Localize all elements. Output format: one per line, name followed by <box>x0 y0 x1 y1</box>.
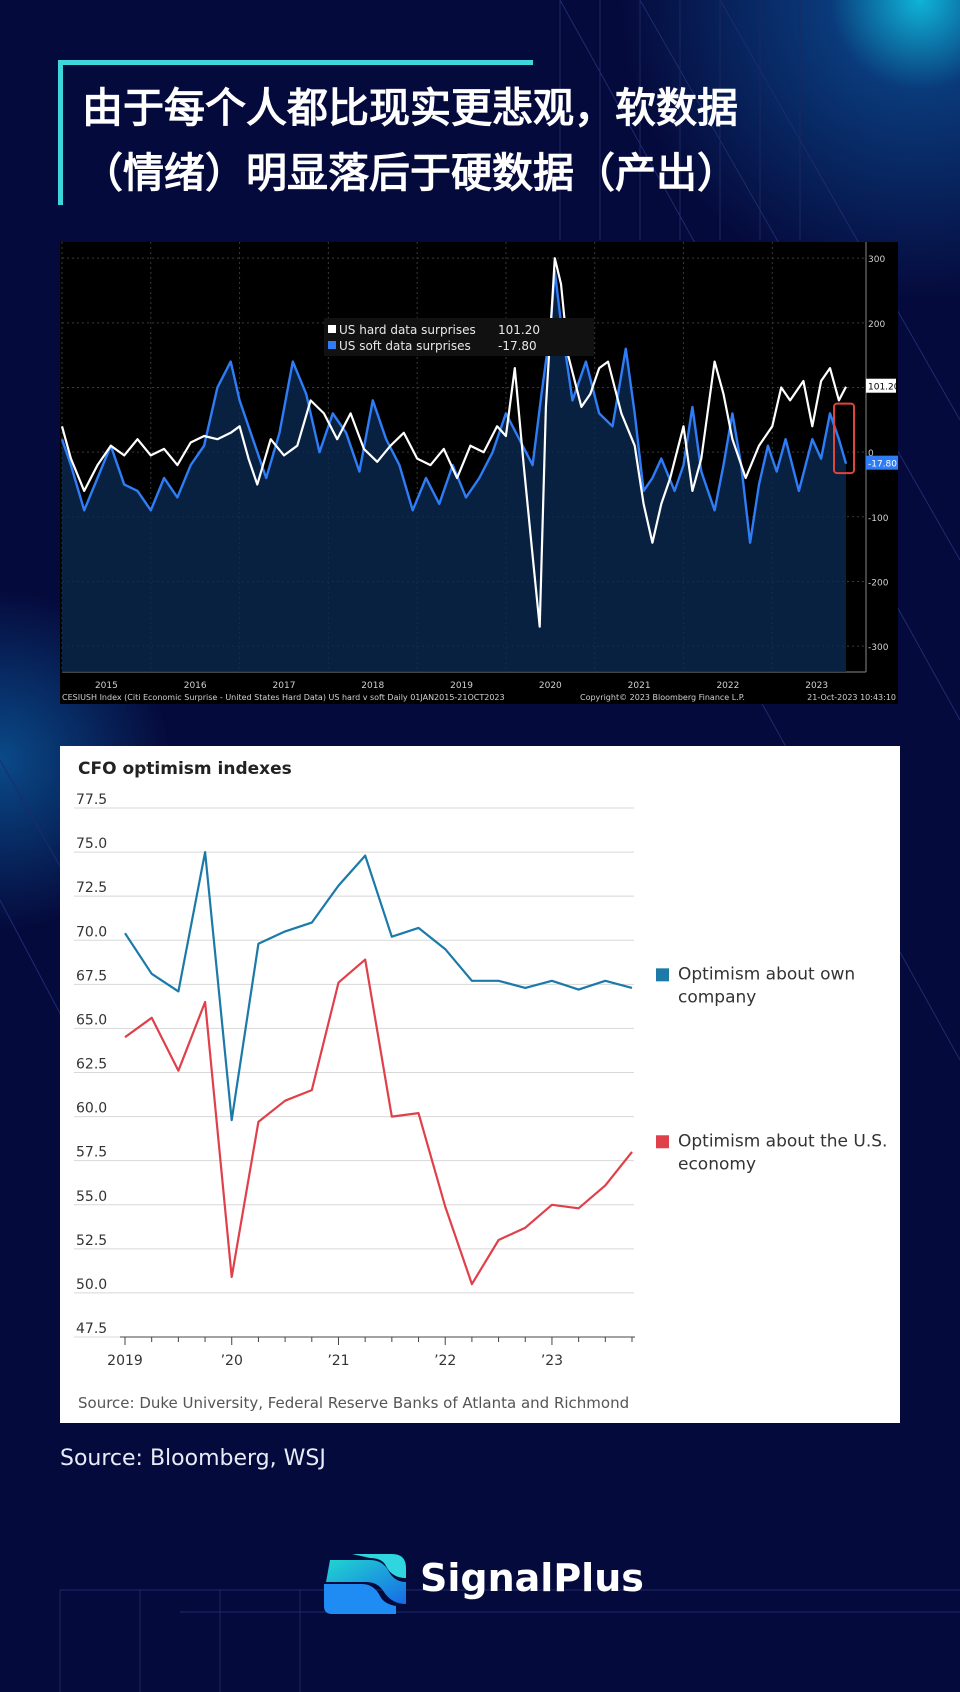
legend: US hard data surprises 101.20 US soft data… <box>324 318 594 356</box>
y-tick-label: 0 <box>868 449 874 459</box>
title-accent-frame <box>58 60 533 205</box>
y-tick-label: 47.5 <box>76 1321 107 1337</box>
chart-title: CFO optimism indexes <box>78 759 292 779</box>
legend-background <box>324 318 594 356</box>
brand-name: SignalPlus <box>420 1556 644 1600</box>
x-tick-label: 2020 <box>539 681 562 691</box>
title-line-2: （情绪）明显落后于硬数据（产出） <box>82 149 738 197</box>
y-tick-label: -200 <box>868 578 889 588</box>
x-tick-label: 2019 <box>450 681 473 691</box>
legend-swatch <box>328 325 336 333</box>
series-line-us-economy <box>124 958 633 1286</box>
title-line-1: 由于每个人都比现实更悲观，软数据 <box>82 84 738 132</box>
legend-label: US hard data surprises <box>339 323 476 337</box>
y-tick-label: 57.5 <box>76 1145 107 1161</box>
legend-value: -17.80 <box>498 339 537 353</box>
x-tick-label: 2023 <box>805 681 828 691</box>
legend-value: 101.20 <box>498 323 540 337</box>
x-tick-label: ’23 <box>541 1353 563 1369</box>
highlight-box <box>833 402 855 475</box>
y-tick-label: 52.5 <box>76 1233 107 1249</box>
x-tick-label: ’22 <box>434 1353 456 1369</box>
x-tick-label: ’21 <box>327 1353 349 1369</box>
page-title: 由于每个人都比现实更悲观，软数据 （情绪）明显落后于硬数据（产出） <box>82 76 882 206</box>
legend-label: Optimism about own company <box>678 964 855 1007</box>
y-tick-label: 300 <box>868 255 885 265</box>
soft-last-value: -17.80 <box>868 460 897 470</box>
y-tick-label: -300 <box>868 643 889 653</box>
footer-left: CESIUSH Index (Citi Economic Surprise - … <box>62 693 505 702</box>
hard-last-value: 101.20 <box>868 383 898 393</box>
x-tick-label: ’20 <box>221 1353 243 1369</box>
source-note: Source: Bloomberg, WSJ <box>60 1446 326 1471</box>
y-tick-label: 55.0 <box>76 1189 107 1205</box>
legend-swatch <box>656 968 669 982</box>
y-tick-label: 62.5 <box>76 1057 107 1073</box>
legend-swatch <box>328 341 336 349</box>
x-tick-label: 2021 <box>628 681 651 691</box>
series-line-own-company <box>124 851 633 1122</box>
footer-center: Copyright© 2023 Bloomberg Finance L.P. <box>580 693 745 702</box>
y-tick-label: 65.0 <box>76 1012 107 1028</box>
soft-last-value-tag <box>866 455 898 470</box>
legend-label: Optimism about the U.S. economy <box>678 1131 887 1174</box>
legend-swatch <box>656 1135 669 1149</box>
y-tick-label: -100 <box>868 514 889 524</box>
signalplus-logo-icon <box>324 1554 406 1614</box>
bloomberg-chart-svg: 3002001000-100-200-300201520162017201820… <box>60 242 900 702</box>
x-tick-label: 2019 <box>107 1353 143 1369</box>
cfo-chart-svg: CFO optimism indexes 77.5 75.0 72.5 70.0 67.5… <box>74 759 887 1412</box>
cfo-optimism-chart: CFO optimism indexes 77.5 75.0 72.5 70.0 67.5… <box>60 746 900 1423</box>
bloomberg-surprise-chart: 3002001000-100-200-300201520162017201820… <box>60 242 900 704</box>
x-tick-label: 2015 <box>95 681 118 691</box>
y-tick-label: 67.5 <box>76 968 107 984</box>
y-tick-label: 77.5 <box>76 792 107 808</box>
x-tick-label: 2022 <box>716 681 739 691</box>
hard-last-value-tag <box>866 378 896 393</box>
x-tick-label: 2017 <box>273 681 296 691</box>
footer-right: 21-Oct-2023 10:43:10 <box>807 693 896 702</box>
x-tick-label: 2018 <box>361 681 384 691</box>
y-tick-label: 200 <box>868 320 885 330</box>
soft-series-line <box>60 269 848 544</box>
y-tick-label: 70.0 <box>76 924 107 940</box>
y-tick-label: 50.0 <box>76 1277 107 1293</box>
legend-label: US soft data surprises <box>339 339 471 353</box>
y-tick-label: 72.5 <box>76 880 107 896</box>
x-tick-label: 2016 <box>184 681 207 691</box>
y-tick-label: 60.0 <box>76 1101 107 1117</box>
chart-source: Source: Duke University, Federal Reserve… <box>78 1394 629 1412</box>
y-tick-label: 75.0 <box>76 836 107 852</box>
hard-series-line <box>60 257 847 628</box>
